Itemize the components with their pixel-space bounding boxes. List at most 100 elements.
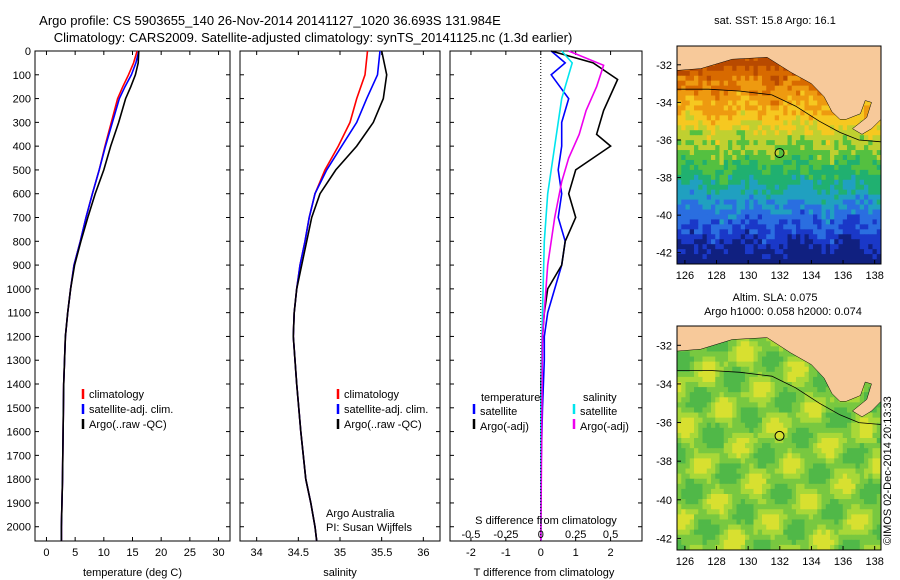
- map-cell: [740, 376, 746, 383]
- map-cell: [787, 214, 793, 220]
- map-cell: [859, 194, 865, 200]
- map-cell: [796, 453, 801, 459]
- map-cell: [736, 504, 742, 510]
- map-cell: [813, 417, 818, 424]
- map-cell: [872, 209, 878, 215]
- map-cell: [783, 402, 788, 408]
- map-cell: [825, 453, 831, 459]
- map-cell: [791, 483, 797, 490]
- map-cell: [753, 224, 759, 230]
- map-cell: [702, 438, 708, 444]
- map-cell: [753, 120, 759, 126]
- map-cell: [711, 189, 716, 196]
- map-cell: [681, 417, 686, 424]
- map-cell: [698, 159, 703, 166]
- map-cell: [698, 150, 703, 156]
- map-cell: [847, 234, 852, 240]
- map-cell: [766, 448, 771, 454]
- map-cell: [855, 488, 861, 495]
- map-cell: [715, 194, 720, 200]
- map-cell: [753, 397, 759, 403]
- map-cell: [779, 145, 784, 151]
- map-cell: [736, 120, 742, 126]
- map-cell: [876, 483, 882, 490]
- map-cell: [681, 179, 686, 186]
- map-cell: [834, 150, 839, 156]
- map-cell: [834, 244, 839, 250]
- map-cell: [859, 494, 865, 500]
- map-cell: [702, 85, 708, 91]
- map-cell: [804, 100, 810, 106]
- map-cell: [813, 412, 818, 419]
- map-cell: [723, 504, 729, 510]
- map-cell: [762, 184, 767, 191]
- map-cell: [719, 407, 725, 413]
- map-cell: [770, 145, 776, 151]
- map-cell: [876, 140, 882, 146]
- map-cell: [766, 494, 771, 500]
- map-cell: [770, 85, 776, 91]
- map-cell: [783, 249, 788, 255]
- map-cell: [779, 254, 784, 260]
- map-cell: [774, 95, 780, 101]
- map-cell: [753, 105, 759, 111]
- map-cell: [774, 85, 780, 91]
- map-cell: [723, 371, 729, 378]
- map-cell: [715, 85, 720, 91]
- map-cell: [813, 544, 818, 551]
- map-cell: [762, 65, 767, 72]
- map-cell: [787, 254, 793, 260]
- map-cell: [791, 219, 797, 225]
- map-cell: [876, 194, 882, 200]
- map-cell: [749, 402, 754, 408]
- map-cell: [762, 110, 767, 116]
- map-cell: [779, 509, 784, 515]
- map-cell: [698, 214, 703, 220]
- map-cell: [694, 174, 699, 181]
- map-cell: [711, 387, 716, 393]
- map-cell: [821, 387, 827, 393]
- map-cell: [783, 478, 788, 485]
- map-cell: [774, 504, 780, 510]
- map-frame: [676, 45, 882, 265]
- map-cell: [745, 514, 750, 520]
- map-cell: [859, 463, 865, 469]
- map-cell: [736, 239, 742, 245]
- map-cell: [702, 174, 708, 181]
- map-cell: [736, 100, 742, 106]
- map-cell: [855, 244, 861, 250]
- map-cell: [757, 100, 763, 106]
- map-cell: [706, 224, 712, 230]
- map-cell: [698, 417, 703, 424]
- map-cell: [766, 234, 771, 240]
- map-cell: [830, 209, 835, 215]
- map-cell: [791, 473, 797, 480]
- map-cell: [723, 473, 729, 480]
- y-tick-label: 2000: [7, 522, 31, 534]
- map-cell: [808, 105, 814, 111]
- map-cell: [736, 356, 742, 363]
- map-cell: [723, 412, 729, 419]
- map-cell: [774, 366, 780, 373]
- map-cell: [847, 259, 852, 265]
- map-cell: [702, 145, 708, 151]
- map-cell: [749, 361, 754, 368]
- map-cell: [749, 254, 754, 260]
- map-cell: [813, 402, 818, 408]
- map-cell: [830, 539, 835, 546]
- map-cell: [766, 478, 771, 485]
- map-cell: [796, 184, 801, 191]
- map-cell: [728, 499, 733, 505]
- map-cell: [681, 453, 686, 459]
- map-cell: [706, 95, 712, 101]
- map-cell: [766, 135, 771, 141]
- map-cell: [783, 351, 788, 357]
- map-cell: [766, 80, 771, 87]
- map-cell: [706, 488, 712, 495]
- map-cell: [753, 412, 759, 419]
- map-cell: [732, 179, 737, 186]
- map-cell: [872, 504, 878, 510]
- map-cell: [868, 259, 873, 265]
- map-cell: [817, 140, 822, 146]
- map-cell: [847, 219, 852, 225]
